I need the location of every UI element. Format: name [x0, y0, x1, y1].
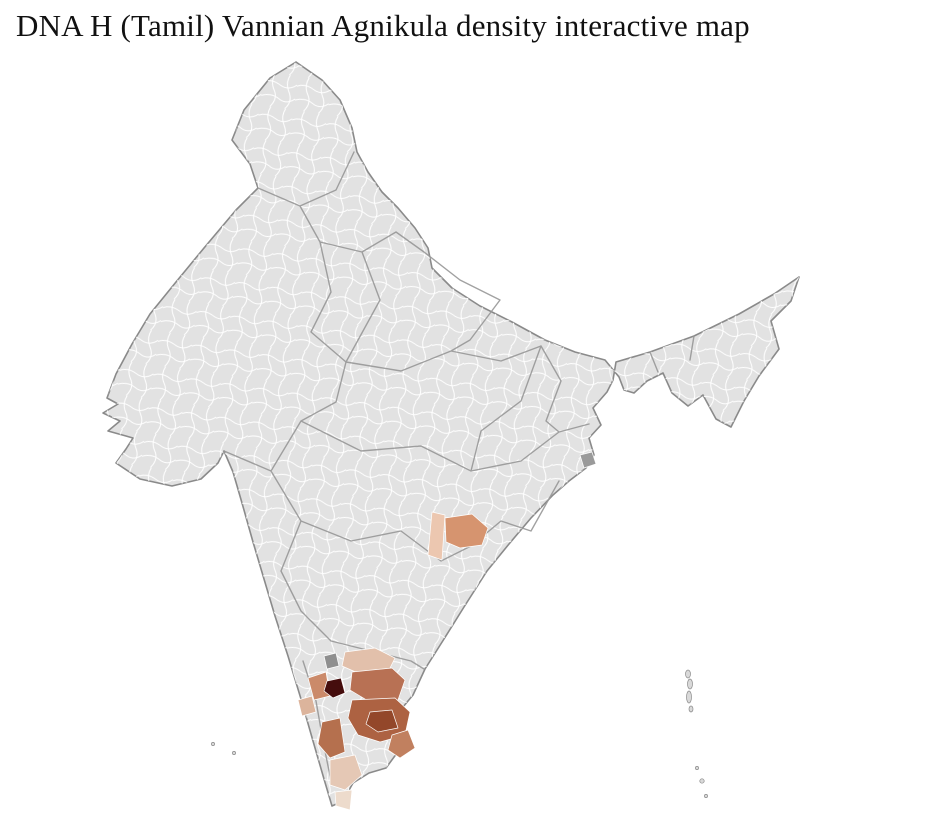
lakshadweep-island	[232, 751, 236, 755]
region-tamilnadu-south-pale[interactable]	[334, 789, 353, 811]
nicobar-island	[704, 794, 708, 798]
region-tamilnadu-east-medium[interactable]	[387, 729, 416, 759]
region-tamilnadu-small-light[interactable]	[297, 695, 317, 717]
region-odisha-cluster-medium[interactable]	[444, 513, 489, 549]
district-mesh-overlay	[103, 62, 799, 806]
region-tamilnadu-north-band[interactable]	[349, 667, 406, 703]
region-tamilnadu-south-light[interactable]	[329, 754, 363, 791]
lakshadweep-island	[211, 742, 215, 746]
region-bengal-gray-district[interactable]	[579, 451, 597, 469]
region-tamilnadu-central-dark[interactable]	[365, 709, 399, 733]
region-tamilnadu-gray-district[interactable]	[323, 652, 340, 670]
nicobar-island	[699, 778, 705, 784]
islands	[211, 669, 708, 798]
andaman-island	[686, 690, 692, 704]
region-odisha-cluster-light[interactable]	[427, 511, 446, 561]
region-tamilnadu-dark-core[interactable]	[323, 677, 346, 699]
nicobar-island	[695, 766, 699, 770]
page-title: DNA H (Tamil) Vannian Agnikula density i…	[16, 8, 750, 43]
andaman-island	[685, 669, 691, 679]
andaman-island	[687, 678, 693, 690]
andaman-island	[688, 705, 694, 713]
density-regions	[297, 451, 597, 811]
region-tamilnadu-west-strip[interactable]	[317, 717, 346, 759]
